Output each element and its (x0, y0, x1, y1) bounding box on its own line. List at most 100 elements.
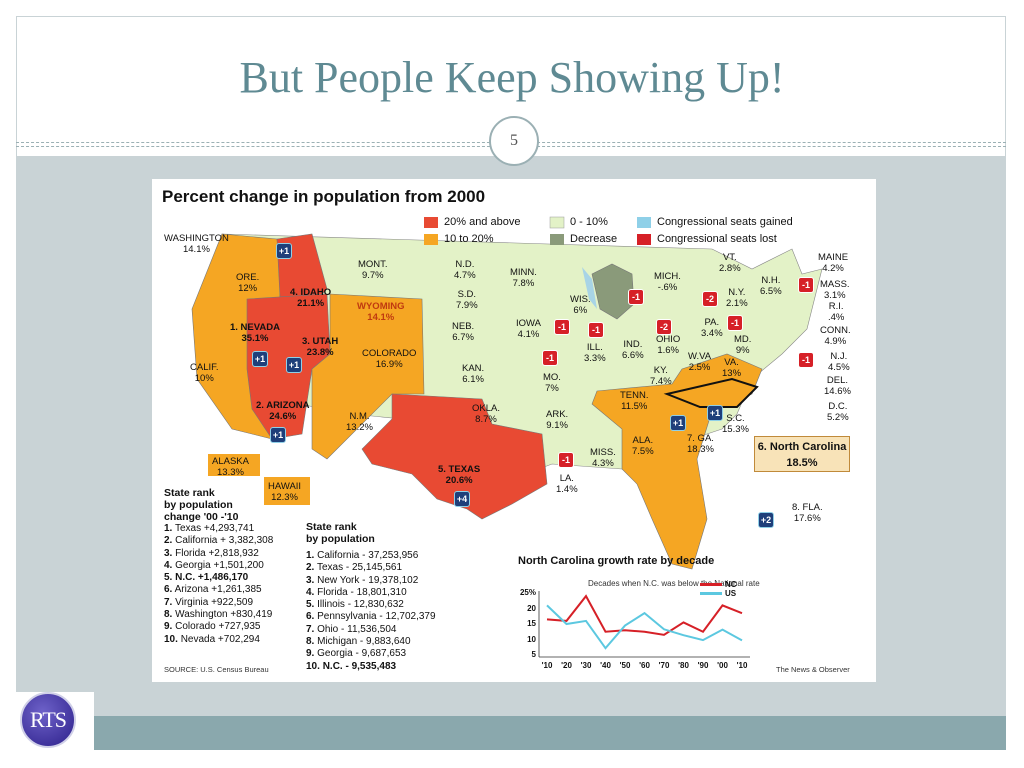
x-tick-label: '70 (658, 661, 670, 670)
rank-population-item: 10. N.C. - 9,535,483 (306, 660, 397, 672)
legend-swatch-10-20pct (424, 234, 438, 245)
rank-change-item: 10. Nevada +702,294 (164, 633, 260, 645)
state-label-ark: ARK. 9.1% (546, 409, 569, 431)
texas-region (361, 393, 548, 520)
legend-seats-gained-label: Congressional seats gained (657, 216, 793, 228)
seat-lost-badge: -1 (542, 350, 558, 366)
state-label-mo: MO. 7% (543, 372, 561, 394)
legend-swatch-0-10pct (549, 216, 565, 229)
seat-lost-badge: -1 (727, 315, 743, 331)
state-label-maine: MAINE 4.2% (818, 252, 849, 274)
legend-20pct-label: 20% and above (444, 216, 521, 228)
state-label-la: LA. 1.4% (556, 473, 578, 495)
state-label-miss: MISS. 4.3% (590, 447, 616, 469)
state-label-nd: N.D. 4.7% (454, 259, 476, 281)
seat-gain-badge: +4 (454, 491, 470, 507)
rank-by-population: State rank by population 1. California -… (306, 521, 436, 673)
legend-decrease-label: Decrease (570, 233, 618, 245)
seat-lost-badge: -1 (558, 452, 574, 468)
state-label-utah: 3. UTAH 23.8% (302, 336, 339, 358)
state-label-dc: D.C. 5.2% (827, 401, 849, 423)
rank-population-heading-1: State rank (306, 521, 357, 533)
x-tick-label: '80 (678, 661, 689, 670)
rank-change-item: 3. Florida +2,818,932 (164, 547, 259, 559)
legend-label-us: US (725, 589, 737, 598)
state-label-neb: NEB. 6.7% (452, 321, 475, 343)
north-carolina-callout: 6. North Carolina 18.5% (754, 436, 850, 472)
slide-title: But People Keep Showing Up! (239, 53, 785, 102)
state-label-calif: CALIF. 10% (190, 362, 219, 384)
rank-change-item: 8. Washington +830,419 (164, 609, 273, 621)
y-tick-label: 5 (531, 650, 536, 659)
x-tick-label: '00 (717, 661, 728, 670)
rank-change-item: 4. Georgia +1,501,200 (164, 559, 264, 571)
seat-gain-badge: +1 (670, 415, 686, 431)
rank-population-heading-2: by population (306, 533, 375, 545)
state-label-iowa: IOWA 4.1% (516, 318, 541, 340)
x-tick-label: '50 (619, 661, 631, 670)
seat-lost-badge: -2 (656, 319, 672, 335)
rank-change-item: 7. Virginia +922,509 (164, 596, 254, 608)
population-map-graphic: Percent change in population from 2000 2… (152, 179, 876, 682)
state-label-vt: VT. 2.8% (719, 252, 741, 274)
logo-mark: RTS (20, 692, 76, 748)
seat-gain-badge: +1 (252, 351, 268, 367)
state-label-pa: PA. 3.4% (701, 317, 723, 339)
credit-note: The News & Observer (776, 665, 850, 674)
rank-change-item: 5. N.C. +1,486,170 (164, 572, 249, 584)
state-label-va: VA. 13% (722, 357, 742, 379)
state-label-arizona: 2. ARIZONA 24.6% (256, 400, 310, 422)
state-label-oregon: ORE. 12% (236, 272, 260, 294)
legend-entry-us: US (700, 588, 736, 599)
x-tick-label: '40 (600, 661, 611, 670)
rank-change-heading-3: change '00 -'10 (164, 511, 239, 523)
rank-population-item: 6. Pennsylvania - 12,702,379 (306, 611, 436, 623)
seat-lost-badge: -1 (628, 289, 644, 305)
seat-gain-badge: +2 (758, 512, 774, 528)
seat-lost-badge: -1 (588, 322, 604, 338)
seat-gain-badge: +1 (286, 357, 302, 373)
state-label-nm: N.M. 13.2% (346, 411, 373, 433)
legend-swatch-seats-lost (637, 234, 651, 245)
nc-callout-name: 6. North Carolina (757, 441, 847, 453)
seat-lost-badge: -1 (798, 352, 814, 368)
growth-chart-annotation: Decades when N.C. was below the National… (588, 579, 760, 588)
legend-0-10pct-label: 0 - 10% (570, 216, 608, 228)
rank-population-item: 2. Texas - 25,145,561 (306, 562, 403, 574)
state-label-alaska: ALASKA 13.3% (212, 456, 249, 478)
state-label-ri: R.I. .4% (828, 301, 845, 323)
legend-10-20pct-label: 10 to 20% (444, 233, 494, 245)
seat-gain-badge: +1 (276, 243, 292, 259)
state-label-nh: N.H. 6.5% (760, 275, 782, 297)
state-label-md: MD. 9% (734, 334, 752, 356)
x-tick-label: '20 (561, 661, 572, 670)
state-label-wyoming: WYOMING 14.1% (357, 301, 405, 323)
state-label-conn: CONN. 4.9% (820, 325, 851, 347)
state-label-del: DEL. 14.6% (824, 375, 851, 397)
y-tick-label: 25% (519, 588, 536, 597)
x-tick-label: '10 (736, 661, 748, 670)
legend-label-nc: NC (725, 580, 737, 589)
state-label-minn: MINN. 7.8% (510, 267, 537, 289)
rank-population-item: 1. California - 37,253,956 (306, 550, 419, 561)
series-line-us (546, 604, 743, 650)
rank-population-item: 5. Illinois - 12,830,632 (306, 599, 404, 611)
growth-chart-lines (546, 594, 743, 650)
x-tick-label: '60 (639, 661, 650, 670)
x-tick-label: '10 (541, 661, 553, 670)
state-label-hawaii: HAWAII 12.3% (268, 481, 302, 503)
state-label-idaho: 4. IDAHO 21.1% (290, 287, 332, 309)
state-label-mass: MASS. 3.1% (820, 279, 850, 301)
seat-lost-badge: -1 (554, 319, 570, 335)
state-label-okla: OKLA. 8.7% (472, 403, 500, 425)
great-lakes (582, 267, 597, 309)
state-label-wva: W.VA 2.5% (688, 351, 712, 373)
state-label-tenn: TENN. 11.5% (620, 390, 649, 412)
state-label-ala: ALA. 7.5% (632, 435, 654, 457)
x-tick-label: '30 (580, 661, 592, 670)
hawaii-shape (264, 477, 310, 505)
rank-change-heading-2: by population (164, 499, 233, 511)
nc-callout-pct: 18.5% (786, 457, 818, 469)
state-label-nevada: 1. NEVADA 35.1% (230, 322, 280, 344)
seat-gain-badge: +1 (707, 405, 723, 421)
